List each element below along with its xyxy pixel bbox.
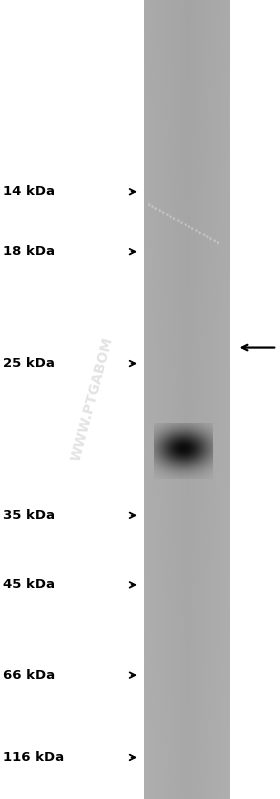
Text: 45 kDa: 45 kDa	[3, 578, 55, 591]
Text: 14 kDa: 14 kDa	[3, 185, 55, 198]
Text: 35 kDa: 35 kDa	[3, 509, 55, 522]
Text: 116 kDa: 116 kDa	[3, 751, 64, 764]
Text: 25 kDa: 25 kDa	[3, 357, 55, 370]
Text: 18 kDa: 18 kDa	[3, 245, 55, 258]
Text: WWW.PTGABOM: WWW.PTGABOM	[69, 336, 116, 463]
Text: 66 kDa: 66 kDa	[3, 669, 55, 682]
